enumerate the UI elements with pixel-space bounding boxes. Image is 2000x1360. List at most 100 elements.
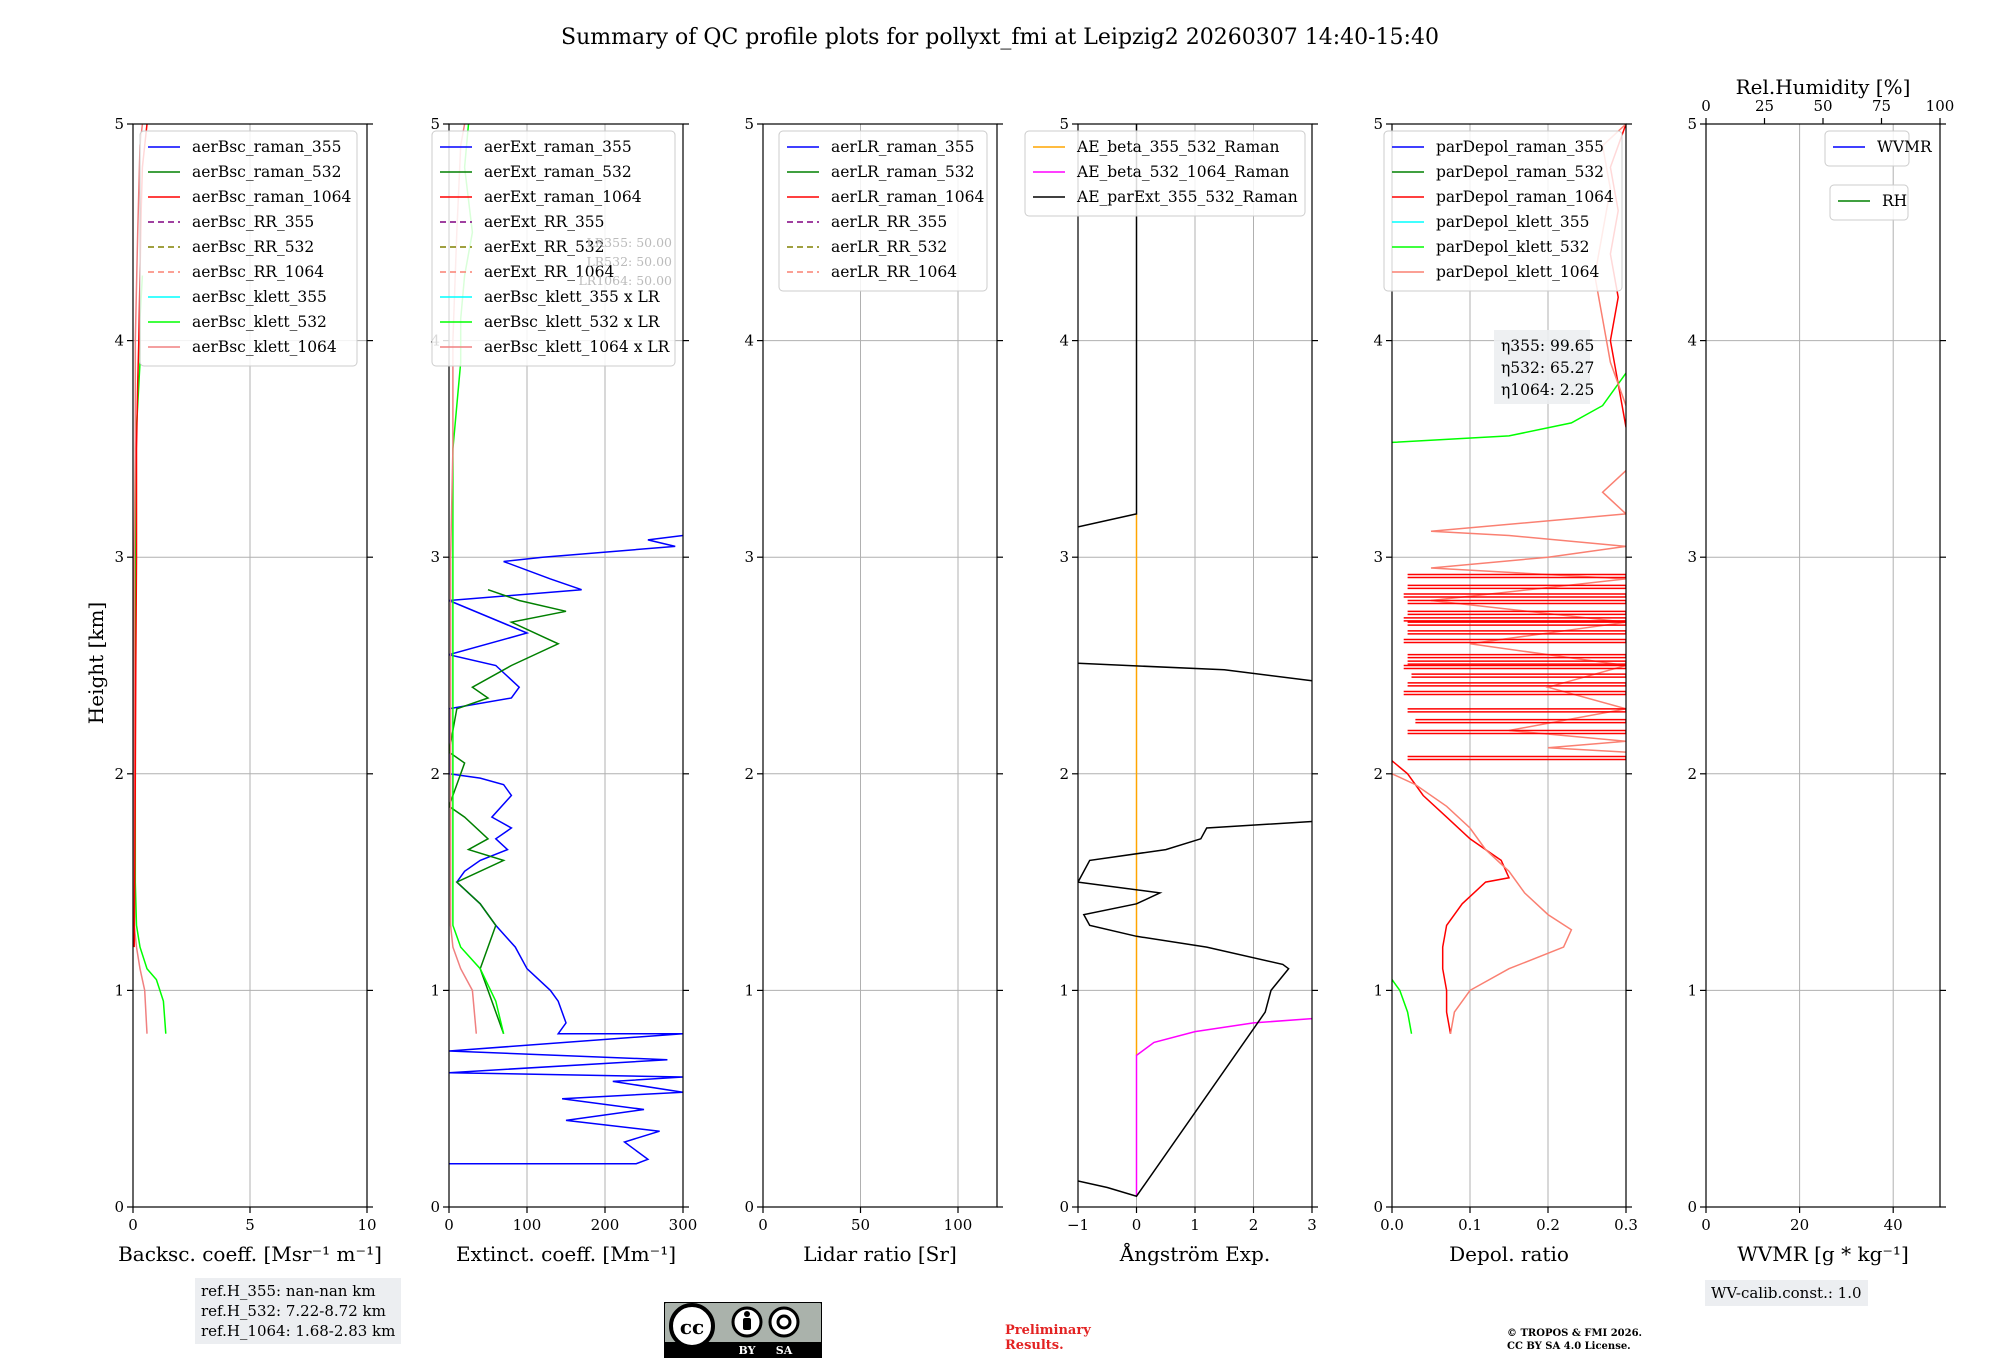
legend-label-backscatter: aerBsc_klett_355 — [192, 288, 327, 306]
legend-label-angstrom: AE_beta_532_1064_Raman — [1076, 163, 1289, 181]
panel-backscatter: 0 5 10 0 1 2 3 4 5 Backsc. coeff. [Msr⁻¹ m⁻¹] aerB… — [114, 115, 381, 1266]
legend-label-depol: parDepol_klett_1064 — [1436, 263, 1599, 281]
y-tick-label-lidar-ratio: 1 — [744, 981, 754, 999]
y-axis-label: Height [km] — [84, 602, 108, 724]
series-line-aerBsc_klett_1064 — [133, 124, 148, 1034]
x-tick-label-backscatter: 5 — [245, 1216, 255, 1234]
series-group-angstrom — [1078, 124, 1312, 1198]
y-tick-label-extinction: 2 — [430, 765, 440, 783]
eta-label: η1064: 2.25 — [1501, 381, 1594, 399]
x-tick-label-angstrom: 0 — [1132, 1216, 1142, 1234]
y-tick-label-backscatter: 0 — [114, 1198, 124, 1216]
x-tick-label-backscatter: 10 — [357, 1216, 376, 1234]
top-x-tick-label-wvmr: 25 — [1755, 97, 1774, 115]
lidar-ratio-note: LR1064: 50.00 — [579, 273, 673, 288]
preliminary-note: Preliminary Results. — [1005, 1323, 1091, 1353]
y-tick-label-depol: 4 — [1373, 332, 1383, 350]
legend-box-depol — [1383, 130, 1623, 292]
sa-icon — [768, 1306, 800, 1338]
badge-by-label: BY — [739, 1344, 756, 1357]
depol-spike — [1403, 664, 1626, 670]
legend-label-lidar-ratio: aerLR_RR_532 — [831, 238, 947, 256]
depol-spike — [1407, 573, 1626, 579]
y-tick-label-angstrom: 5 — [1059, 115, 1069, 133]
legend-label-extinction: aerExt_raman_355 — [484, 138, 632, 156]
y-tick-label-lidar-ratio: 0 — [744, 1198, 754, 1216]
lidar-ratio-note: LR532: 50.00 — [586, 254, 672, 269]
legend-box-extinction — [431, 130, 676, 367]
legend-box-angstrom — [1024, 130, 1306, 217]
depol-spike — [1403, 617, 1626, 622]
legend-label-backscatter: aerBsc_RR_1064 — [192, 263, 324, 281]
y-tick-label-extinction: 3 — [430, 548, 440, 566]
preliminary-line-2: Results. — [1005, 1338, 1064, 1353]
x-tick-label-depol: 0.0 — [1380, 1216, 1404, 1234]
legend-label-extinction: aerBsc_klett_532 x LR — [484, 313, 661, 331]
top-x-tick-label-wvmr: 100 — [1926, 97, 1955, 115]
y-tick-label-angstrom: 3 — [1059, 548, 1069, 566]
y-tick-label-wvmr: 0 — [1687, 1198, 1697, 1216]
y-tick-label-backscatter: 1 — [114, 981, 124, 999]
legend-label-backscatter: aerBsc_raman_355 — [192, 138, 342, 156]
depol-spike — [1407, 660, 1626, 665]
copyright-line-1: © TROPOS & FMI 2026. — [1507, 1328, 1643, 1339]
y-tick-label-wvmr: 4 — [1687, 332, 1697, 350]
series-line-AE_beta_532_1064_Raman — [1135, 1017, 1312, 1197]
depol-spike — [1407, 708, 1626, 713]
axes-frame-lidar-ratio — [762, 123, 998, 1208]
y-tick-label-angstrom: 0 — [1059, 1198, 1069, 1216]
legend-label-extinction: aerExt_raman_532 — [484, 163, 632, 181]
x-tick-label-depol: 0.2 — [1536, 1216, 1560, 1234]
x-tick-label-angstrom: 2 — [1249, 1216, 1259, 1234]
legend-label-angstrom: AE_parExt_355_532_Raman — [1076, 188, 1298, 206]
legend-label-lidar-ratio: aerLR_RR_355 — [831, 213, 947, 231]
series-line-parDepol_klett_532 — [1392, 372, 1626, 444]
panel-lidar-ratio: 0 50 100 0 1 2 3 4 5 Lidar ratio [Sr] aerLR_raman_… — [744, 115, 1003, 1266]
y-tick-label-extinction: 5 — [430, 115, 440, 133]
y-tick-label-lidar-ratio: 2 — [744, 765, 754, 783]
axes-frame-depol — [1391, 123, 1627, 1208]
x-axis-label-wvmr: WVMR [g * kg⁻¹] — [1737, 1242, 1909, 1266]
depol-spike — [1415, 718, 1626, 724]
y-tick-label-depol: 1 — [1373, 981, 1383, 999]
y-tick-label-depol: 2 — [1373, 765, 1383, 783]
legend-label-extinction: aerExt_RR_1064 — [484, 263, 615, 281]
series-line-parDepol_klett_1064 — [1392, 773, 1573, 1034]
series-line-parDepol_klett_532 — [1392, 979, 1413, 1034]
legend-label-backscatter: aerBsc_raman_1064 — [192, 188, 352, 206]
legend-label-lidar-ratio: aerLR_raman_1064 — [831, 188, 984, 206]
axes-frame-wvmr — [1705, 123, 1941, 1208]
y-tick-label-backscatter: 4 — [114, 332, 124, 350]
legend-label-extinction: aerExt_RR_532 — [484, 238, 605, 256]
y-tick-label-lidar-ratio: 5 — [744, 115, 754, 133]
panel-wvmr: 0 20 40 0 1 2 3 4 5 WVMR [g * kg⁻¹] 0 25 50 75 100 Rel.… — [1687, 75, 1954, 1266]
x-tick-label-wvmr: 0 — [1701, 1216, 1711, 1234]
x-tick-label-extinction: 300 — [669, 1216, 698, 1234]
y-tick-label-angstrom: 2 — [1059, 765, 1069, 783]
x-tick-label-angstrom: −1 — [1067, 1216, 1089, 1234]
legend-label-depol: parDepol_klett_532 — [1436, 238, 1589, 256]
lidar-ratio-note: LR355: 50.00 — [586, 235, 672, 250]
x-axis-label-backscatter: Backsc. coeff. [Msr⁻¹ m⁻¹] — [118, 1242, 382, 1266]
legend-label-extinction: aerExt_raman_1064 — [484, 188, 642, 206]
ref-height-1064: ref.H_1064: 1.68-2.83 km — [201, 1322, 396, 1340]
depol-spike — [1403, 593, 1626, 598]
x-tick-label-lidar-ratio: 0 — [758, 1216, 768, 1234]
x-tick-label-angstrom: 3 — [1307, 1216, 1317, 1234]
preliminary-line-1: Preliminary — [1005, 1323, 1091, 1338]
ref-height-355: ref.H_355: nan-nan km — [201, 1282, 376, 1300]
y-tick-label-extinction: 0 — [430, 1198, 440, 1216]
legend-label-wvmr: WVMR — [1877, 138, 1933, 156]
depol-spike — [1411, 673, 1626, 678]
depol-spike — [1407, 682, 1626, 687]
cc-icon-text: cc — [680, 1315, 704, 1339]
x-axis-label-angstrom: Ångström Exp. — [1119, 1241, 1270, 1266]
y-tick-label-wvmr: 1 — [1687, 981, 1697, 999]
series-line-AE_parExt_355_532_Raman — [1078, 124, 1138, 528]
legend-label-angstrom: AE_beta_355_532_Raman — [1076, 138, 1279, 156]
ref-height-532: ref.H_532: 7.22-8.72 km — [201, 1302, 386, 1320]
x-axis-label-extinction: Extinct. coeff. [Mm⁻¹] — [456, 1242, 676, 1266]
